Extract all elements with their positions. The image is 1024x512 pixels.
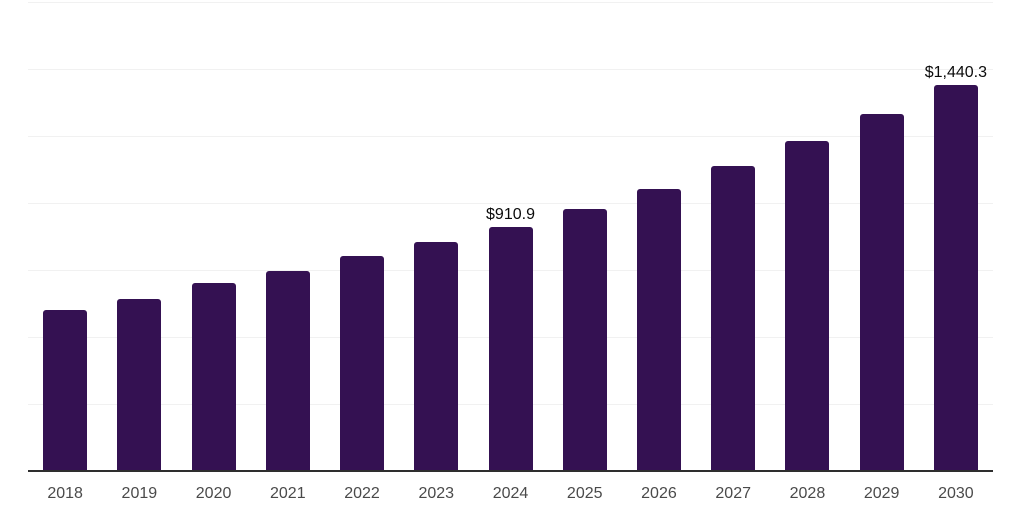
bar-2030 — [933, 84, 978, 471]
data-label-2030: $1,440.3 — [924, 63, 988, 81]
gridline-1750 — [28, 2, 993, 3]
bar-2025 — [562, 208, 607, 471]
bar-2023 — [414, 242, 459, 471]
x-tick-2021: 2021 — [270, 485, 306, 502]
x-tick-2028: 2028 — [789, 485, 826, 502]
bar-2020 — [191, 283, 236, 471]
x-tick-2022: 2022 — [344, 485, 380, 502]
gridline-1500 — [28, 69, 993, 70]
bar-2019 — [117, 298, 162, 471]
x-tick-2030: 2030 — [938, 485, 974, 502]
bar-2029 — [859, 114, 904, 471]
x-tick-2019: 2019 — [121, 485, 158, 502]
x-tick-2024: 2024 — [492, 485, 529, 502]
data-label-2024: $910.9 — [486, 205, 535, 223]
bar-2026 — [636, 188, 681, 471]
gridline-1250 — [28, 136, 993, 137]
bar-2021 — [265, 270, 310, 471]
x-tick-2029: 2029 — [863, 485, 900, 502]
bar-2024 — [488, 226, 533, 471]
x-tick-2027: 2027 — [715, 485, 751, 502]
x-tick-2026: 2026 — [641, 485, 677, 502]
gridline-1000 — [28, 203, 993, 204]
bar-2028 — [785, 140, 830, 471]
x-tick-2018: 2018 — [47, 485, 83, 502]
x-tick-2023: 2023 — [418, 485, 455, 502]
bar-2027 — [711, 166, 756, 471]
x-tick-2020: 2020 — [195, 485, 232, 502]
bar-2022 — [340, 256, 385, 471]
bar-2018 — [43, 309, 88, 471]
x-axis-line — [28, 470, 993, 472]
x-tick-2025: 2025 — [566, 485, 603, 502]
